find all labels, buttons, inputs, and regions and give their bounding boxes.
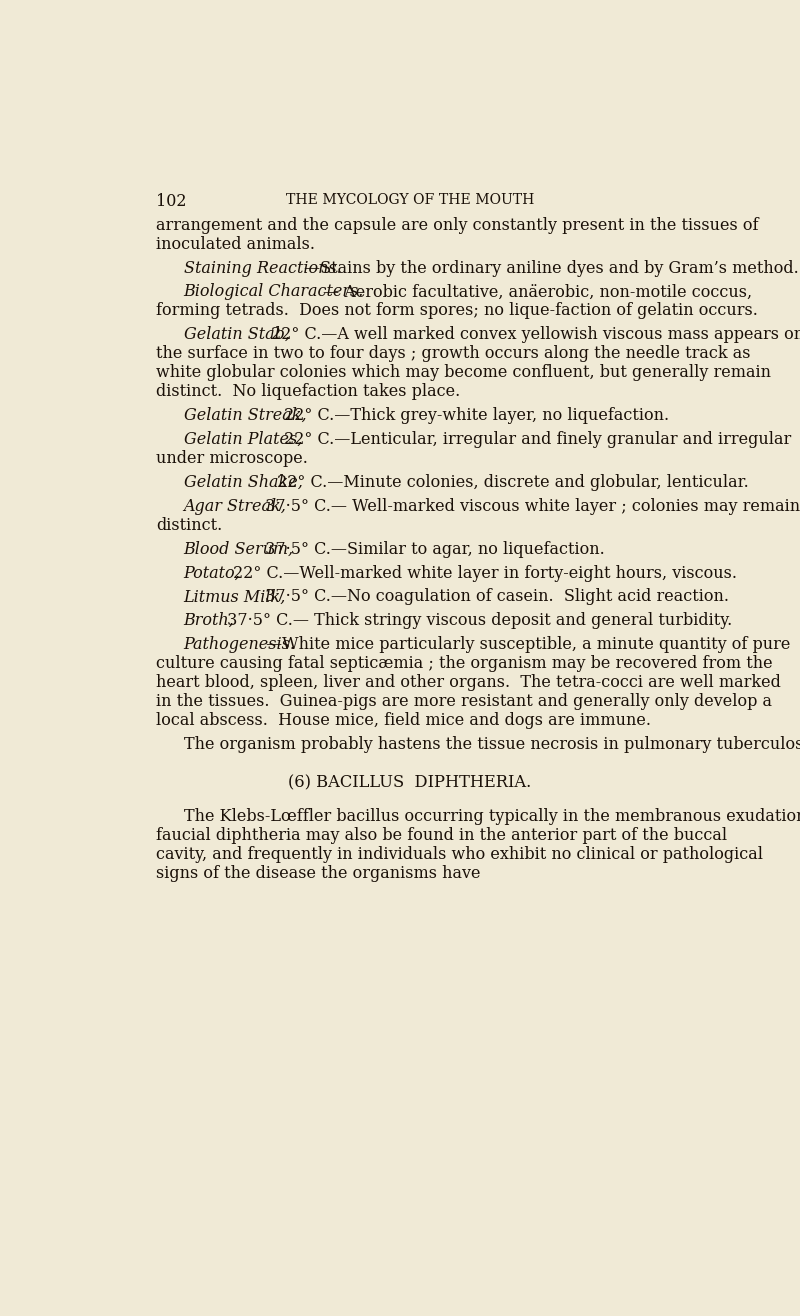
Text: 37·5° C.—No coagulation of casein.  Slight acid reaction.: 37·5° C.—No coagulation of casein. Sligh… xyxy=(259,588,729,605)
Text: Potato,: Potato, xyxy=(184,565,241,582)
Text: 22° C.—Thick grey-white layer, no liquefaction.: 22° C.—Thick grey-white layer, no liquef… xyxy=(278,408,669,424)
Text: Staining Reactions.: Staining Reactions. xyxy=(184,259,342,276)
Text: arrangement and the capsule are only constantly present in the tissues of: arrangement and the capsule are only con… xyxy=(156,217,758,234)
Text: Gelatin Shake,: Gelatin Shake, xyxy=(184,474,302,491)
Text: 22° C.—A well marked convex yellowish viscous mass appears on: 22° C.—A well marked convex yellowish vi… xyxy=(266,326,800,343)
Text: 37·5° C.— Thick stringy viscous deposit and general turbidity.: 37·5° C.— Thick stringy viscous deposit … xyxy=(222,612,732,629)
Text: — Aerobic facultative, anäerobic, non-motile coccus,: — Aerobic facultative, anäerobic, non-m… xyxy=(322,283,752,300)
Text: 102: 102 xyxy=(156,193,186,211)
Text: in the tissues.  Guinea-pigs are more resistant and generally only develop a: in the tissues. Guinea-pigs are more res… xyxy=(156,694,772,711)
Text: Agar Streak,: Agar Streak, xyxy=(184,497,286,515)
Text: Litmus Milk,: Litmus Milk, xyxy=(184,588,286,605)
Text: THE MYCOLOGY OF THE MOUTH: THE MYCOLOGY OF THE MOUTH xyxy=(286,193,534,208)
Text: —White mice particularly susceptible, a minute quantity of pure: —White mice particularly susceptible, a … xyxy=(266,636,790,653)
Text: 37·5° C.— Well-marked viscous white layer ; colonies may remain: 37·5° C.— Well-marked viscous white laye… xyxy=(259,497,800,515)
Text: The organism probably hastens the tissue necrosis in pulmonary tuberculosis.: The organism probably hastens the tissue… xyxy=(184,736,800,753)
Text: Gelatin Plates,: Gelatin Plates, xyxy=(184,432,302,449)
Text: (6) BACILLUS  DIPHTHERIA.: (6) BACILLUS DIPHTHERIA. xyxy=(288,774,532,791)
Text: Gelatin Stab,: Gelatin Stab, xyxy=(184,326,290,343)
Text: —Stains by the ordinary aniline dyes and by Gram’s method.: —Stains by the ordinary aniline dyes and… xyxy=(304,259,798,276)
Text: Pathogenesis.: Pathogenesis. xyxy=(184,636,296,653)
Text: 22° C.—Lenticular, irregular and finely granular and irregular: 22° C.—Lenticular, irregular and finely … xyxy=(278,432,790,449)
Text: forming tetrads.  Does not form spores; no lique-faction of gelatin occurs.: forming tetrads. Does not form spores; n… xyxy=(156,303,758,320)
Text: signs of the disease the organisms have: signs of the disease the organisms have xyxy=(156,865,480,882)
Text: distinct.: distinct. xyxy=(156,517,222,534)
Text: distinct.  No liquefaction takes place.: distinct. No liquefaction takes place. xyxy=(156,383,460,400)
Text: the surface in two to four days ; growth occurs along the needle track as: the surface in two to four days ; growth… xyxy=(156,345,750,362)
Text: Broth,: Broth, xyxy=(184,612,234,629)
Text: under microscope.: under microscope. xyxy=(156,450,308,467)
Text: The Klebs-Lœffler bacillus occurring typically in the membranous exudation of: The Klebs-Lœffler bacillus occurring typ… xyxy=(184,808,800,825)
Text: Biological Characters.: Biological Characters. xyxy=(184,283,364,300)
Text: culture causing fatal septicæmia ; the organism may be recovered from the: culture causing fatal septicæmia ; the o… xyxy=(156,655,773,672)
Text: 37·5° C.—Similar to agar, no liquefaction.: 37·5° C.—Similar to agar, no liquefactio… xyxy=(259,541,604,558)
Text: local abscess.  House mice, field mice and dogs are immune.: local abscess. House mice, field mice an… xyxy=(156,712,651,729)
Text: 22° C.—Minute colonies, discrete and globular, lenticular.: 22° C.—Minute colonies, discrete and glo… xyxy=(272,474,749,491)
Text: cavity, and frequently in individuals who exhibit no clinical or pathological: cavity, and frequently in individuals wh… xyxy=(156,846,763,863)
Text: white globular colonies which may become confluent, but generally remain: white globular colonies which may become… xyxy=(156,365,770,382)
Text: faucial diphtheria may also be found in the anterior part of the buccal: faucial diphtheria may also be found in … xyxy=(156,826,727,844)
Text: Blood Serum,: Blood Serum, xyxy=(184,541,294,558)
Text: heart blood, spleen, liver and other organs.  The tetra-cocci are well marked: heart blood, spleen, liver and other org… xyxy=(156,674,781,691)
Text: Gelatin Streak,: Gelatin Streak, xyxy=(184,408,306,424)
Text: inoculated animals.: inoculated animals. xyxy=(156,236,315,253)
Text: 22° C.—Well-marked white layer in forty-eight hours, viscous.: 22° C.—Well-marked white layer in forty-… xyxy=(228,565,737,582)
